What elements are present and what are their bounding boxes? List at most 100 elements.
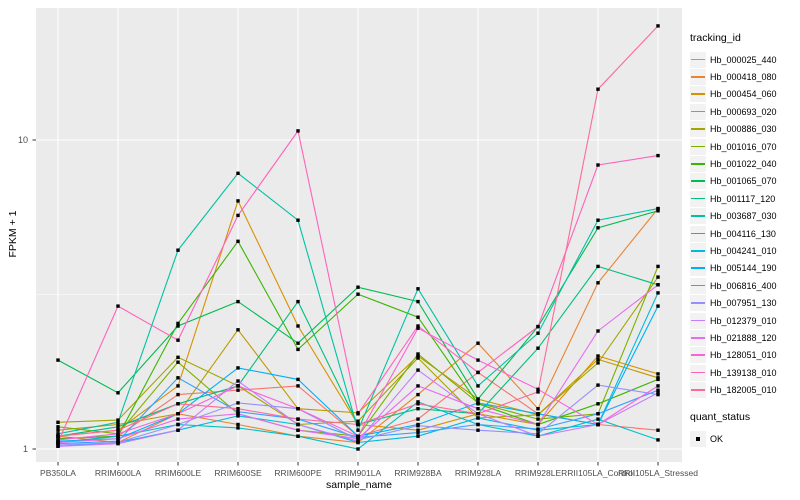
x-tick-label: RRIM600SE bbox=[214, 468, 262, 478]
data-point bbox=[476, 407, 480, 411]
data-point bbox=[476, 370, 480, 375]
y-axis-title: FPKM + 1 bbox=[7, 210, 19, 258]
x-tick-label: RRIM600LA bbox=[94, 468, 142, 478]
data-point bbox=[596, 402, 600, 406]
legend-tracking-items: Hb_000025_440 Hb_000418_080 Hb_000454_060 H… bbox=[690, 51, 798, 399]
legend-key-line-icon bbox=[690, 242, 706, 259]
legend-item-label: Hb_004116_130 bbox=[710, 228, 776, 239]
legend-item-label: Hb_000025_440 bbox=[710, 54, 777, 65]
legend-item-ok: OK bbox=[690, 430, 798, 447]
legend-item-Hb_139138_010: Hb_139138_010 bbox=[690, 364, 798, 381]
data-point bbox=[236, 422, 240, 427]
data-point bbox=[356, 428, 360, 432]
data-point bbox=[236, 328, 240, 332]
data-point bbox=[656, 388, 660, 392]
data-point bbox=[656, 275, 660, 279]
legend-item-Hb_012379_010: Hb_012379_010 bbox=[690, 312, 798, 329]
data-point bbox=[236, 407, 240, 411]
legend-key-line-icon bbox=[690, 382, 706, 399]
data-point bbox=[536, 434, 540, 438]
data-point bbox=[116, 422, 120, 427]
legend-key-line-icon bbox=[690, 156, 706, 173]
data-point bbox=[356, 292, 360, 296]
data-point bbox=[296, 218, 300, 222]
x-axis-title: sample_name bbox=[326, 479, 392, 491]
legend-item-label: Hb_139138_010 bbox=[710, 367, 777, 378]
legend-item-label: Hb_001022_040 bbox=[710, 159, 777, 170]
data-point bbox=[656, 384, 660, 388]
data-point bbox=[656, 24, 660, 28]
y-tick-label: 10 bbox=[17, 135, 28, 145]
data-point bbox=[296, 324, 300, 328]
data-point bbox=[236, 366, 240, 370]
legend-item-label: Hb_003687_030 bbox=[710, 211, 777, 222]
x-tick-label: PB350LA bbox=[40, 468, 76, 478]
data-point bbox=[596, 87, 600, 91]
legend-key-line-icon bbox=[690, 329, 706, 346]
data-point bbox=[116, 428, 120, 432]
legend-item-label: Hb_021888_120 bbox=[710, 332, 777, 343]
data-point bbox=[296, 377, 300, 382]
data-point bbox=[176, 402, 180, 406]
legend-key-line-icon bbox=[690, 103, 706, 120]
data-point bbox=[596, 412, 600, 416]
data-point bbox=[416, 368, 420, 372]
data-point bbox=[656, 291, 660, 295]
legend-key-line-icon bbox=[690, 277, 706, 294]
legend-key-line-icon bbox=[690, 312, 706, 329]
data-point bbox=[296, 434, 300, 438]
data-point bbox=[536, 412, 540, 416]
legend-title-quant-status: quant_status bbox=[690, 410, 751, 423]
data-point bbox=[416, 356, 420, 360]
x-tick-label: RRII105LA_Stressed bbox=[618, 468, 698, 478]
legend-item-label: Hb_001117_120 bbox=[710, 193, 776, 204]
legend-item-label: Hb_006816_400 bbox=[710, 280, 777, 291]
data-point bbox=[116, 432, 120, 436]
data-point bbox=[56, 438, 60, 442]
data-point bbox=[596, 218, 600, 222]
data-point bbox=[116, 442, 120, 446]
data-point bbox=[296, 384, 300, 388]
data-point bbox=[416, 299, 420, 304]
data-point bbox=[296, 299, 300, 304]
legend-item-label: Hb_128051_010 bbox=[710, 350, 777, 361]
data-point bbox=[596, 264, 600, 269]
data-point bbox=[236, 412, 240, 416]
data-point bbox=[236, 171, 240, 175]
legend-item-Hb_001117_120: Hb_001117_120 bbox=[690, 190, 798, 207]
legend-key-line-icon bbox=[690, 190, 706, 207]
data-point bbox=[116, 425, 120, 429]
data-point bbox=[596, 357, 600, 362]
data-point bbox=[656, 283, 660, 287]
data-point bbox=[296, 417, 300, 421]
legend-item-Hb_021888_120: Hb_021888_120 bbox=[690, 329, 798, 346]
legend-item-label: Hb_007951_130 bbox=[710, 298, 777, 309]
data-point bbox=[596, 354, 600, 358]
legend-key-line-icon bbox=[690, 260, 706, 277]
data-point bbox=[176, 338, 180, 342]
data-point bbox=[656, 372, 660, 376]
data-point bbox=[656, 428, 660, 432]
legend-item-label: Hb_000886_030 bbox=[710, 124, 777, 135]
data-point bbox=[176, 384, 180, 388]
data-point bbox=[476, 412, 480, 416]
legend-item-label: OK bbox=[710, 433, 724, 444]
data-point bbox=[56, 420, 60, 424]
legend-key-line-icon bbox=[690, 295, 706, 312]
data-point bbox=[416, 424, 420, 428]
data-point bbox=[236, 299, 240, 304]
legend-key-line-icon bbox=[690, 225, 706, 242]
legend-item-label: Hb_012379_010 bbox=[710, 315, 777, 326]
data-point bbox=[536, 324, 540, 329]
data-point bbox=[236, 426, 240, 430]
legend-item-label: Hb_182005_010 bbox=[710, 385, 777, 396]
data-point bbox=[116, 391, 120, 395]
data-point bbox=[596, 361, 600, 365]
data-point bbox=[116, 304, 120, 308]
data-point bbox=[416, 315, 420, 319]
data-point bbox=[656, 264, 660, 269]
data-point bbox=[356, 434, 360, 438]
data-point bbox=[176, 417, 180, 421]
data-point bbox=[176, 321, 180, 326]
